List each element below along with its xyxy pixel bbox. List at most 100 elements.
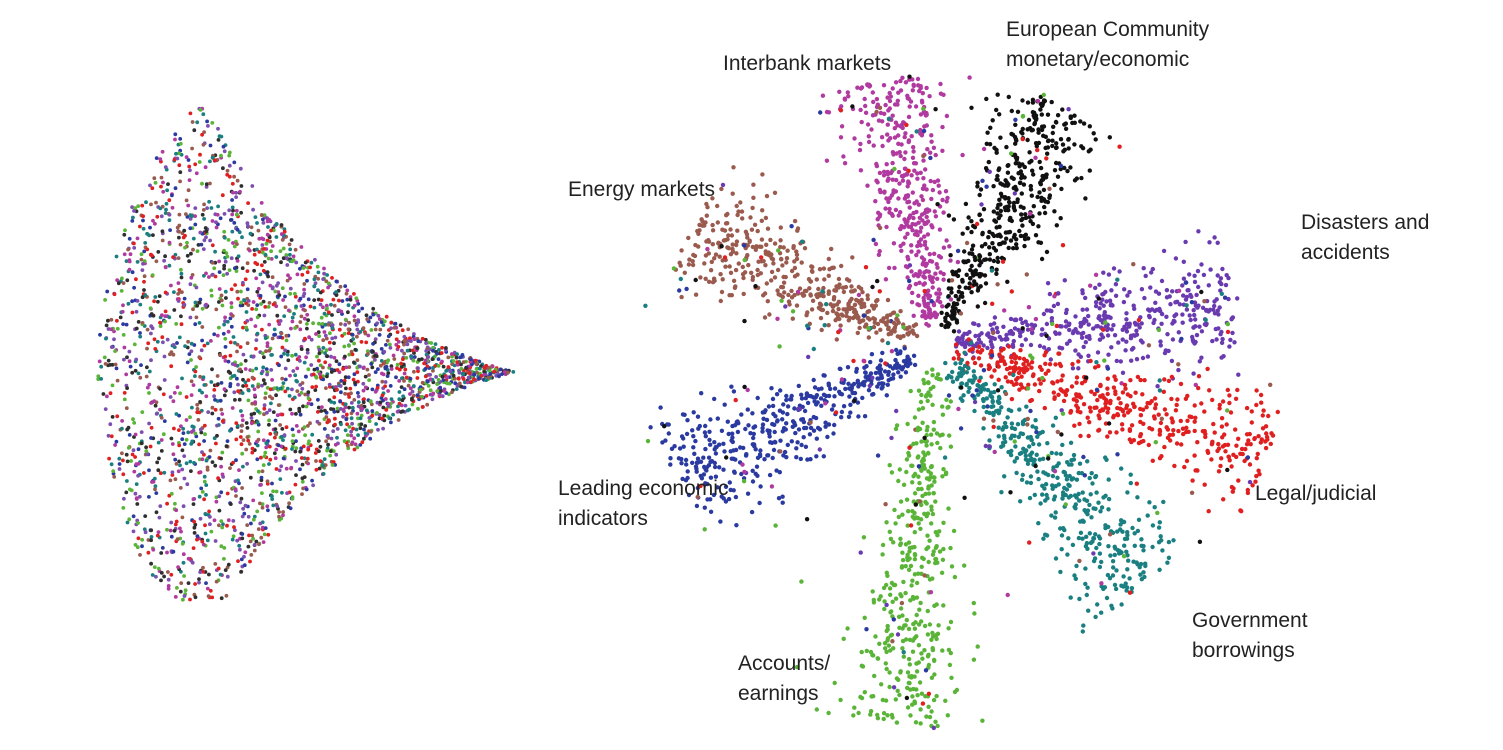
right-point <box>946 286 951 291</box>
left-point <box>285 278 290 283</box>
right-point <box>1086 353 1091 358</box>
right-point <box>1111 323 1116 328</box>
right-point <box>1117 269 1122 274</box>
right-point <box>1080 288 1085 293</box>
left-point <box>140 537 145 542</box>
left-point <box>384 408 389 412</box>
right-point <box>1025 137 1030 143</box>
right-point <box>693 277 698 283</box>
right-point <box>771 261 776 266</box>
left-point <box>200 181 204 186</box>
left-point <box>288 291 293 296</box>
right-point <box>1159 321 1164 326</box>
left-point <box>265 479 270 484</box>
left-point <box>257 250 262 254</box>
left-point <box>237 543 242 548</box>
right-point <box>902 156 907 162</box>
left-point <box>440 374 445 379</box>
left-point <box>203 165 208 170</box>
left-point <box>350 333 355 337</box>
left-point <box>389 420 393 425</box>
left-point <box>259 475 264 480</box>
left-point <box>222 557 226 561</box>
left-point <box>428 388 433 393</box>
left-point <box>288 506 293 511</box>
left-point <box>231 208 235 213</box>
right-point <box>1019 374 1024 379</box>
right-point <box>1128 394 1133 399</box>
left-point <box>234 458 238 463</box>
right-point <box>1010 331 1016 336</box>
right-point <box>986 235 991 240</box>
left-point <box>191 425 196 429</box>
left-point <box>200 490 205 494</box>
left-point <box>178 486 183 490</box>
left-point <box>259 535 264 540</box>
right-point <box>880 338 885 343</box>
left-point <box>103 298 107 302</box>
right-point <box>811 377 816 383</box>
left-point <box>333 422 337 427</box>
right-point <box>847 299 853 304</box>
right-point <box>702 505 707 510</box>
left-point <box>240 536 245 541</box>
right-point <box>904 222 909 227</box>
left-point <box>177 229 181 234</box>
right-point <box>843 386 848 392</box>
right-point <box>1060 243 1066 248</box>
left-point <box>152 337 157 342</box>
right-point <box>1159 311 1165 317</box>
left-point <box>290 353 294 358</box>
right-point <box>826 381 831 386</box>
right-point <box>921 128 927 134</box>
right-point <box>752 222 758 227</box>
left-point <box>437 393 442 398</box>
left-point <box>149 401 154 405</box>
left-point <box>131 215 135 220</box>
right-point <box>1033 316 1039 322</box>
right-point <box>906 168 911 173</box>
left-point <box>322 266 326 271</box>
right-point <box>1087 168 1093 173</box>
right-point <box>987 142 993 147</box>
right-point <box>865 122 871 127</box>
right-point <box>794 446 799 451</box>
left-point <box>347 320 351 325</box>
right-point <box>1065 168 1070 174</box>
right-point <box>866 309 872 314</box>
left-point <box>122 397 127 402</box>
left-point <box>223 354 228 359</box>
right-point <box>1026 117 1032 123</box>
right-point <box>844 313 849 319</box>
left-point <box>127 517 132 522</box>
left-point <box>233 283 238 287</box>
right-point <box>808 425 814 431</box>
right-point <box>1002 205 1008 210</box>
right-point <box>1113 282 1119 287</box>
left-point <box>188 415 192 420</box>
right-point <box>1093 272 1099 277</box>
right-point <box>821 266 827 271</box>
right-point <box>708 442 713 447</box>
left-point <box>234 437 239 442</box>
left-point <box>130 299 135 304</box>
right-point <box>933 152 938 158</box>
right-point <box>1216 312 1221 317</box>
left-point <box>290 439 295 443</box>
left-point <box>306 424 310 428</box>
left-point <box>306 447 311 452</box>
left-point <box>306 396 311 401</box>
left-point <box>236 254 241 259</box>
left-point <box>346 443 350 448</box>
left-point <box>185 240 189 245</box>
left-point <box>272 327 277 332</box>
left-point <box>343 375 348 380</box>
left-point <box>194 315 199 320</box>
right-point <box>911 313 916 318</box>
left-point <box>440 394 445 399</box>
right-point <box>741 291 746 297</box>
left-point <box>367 416 372 420</box>
left-point <box>272 386 277 391</box>
right-point <box>858 168 864 173</box>
left-point <box>379 347 384 351</box>
